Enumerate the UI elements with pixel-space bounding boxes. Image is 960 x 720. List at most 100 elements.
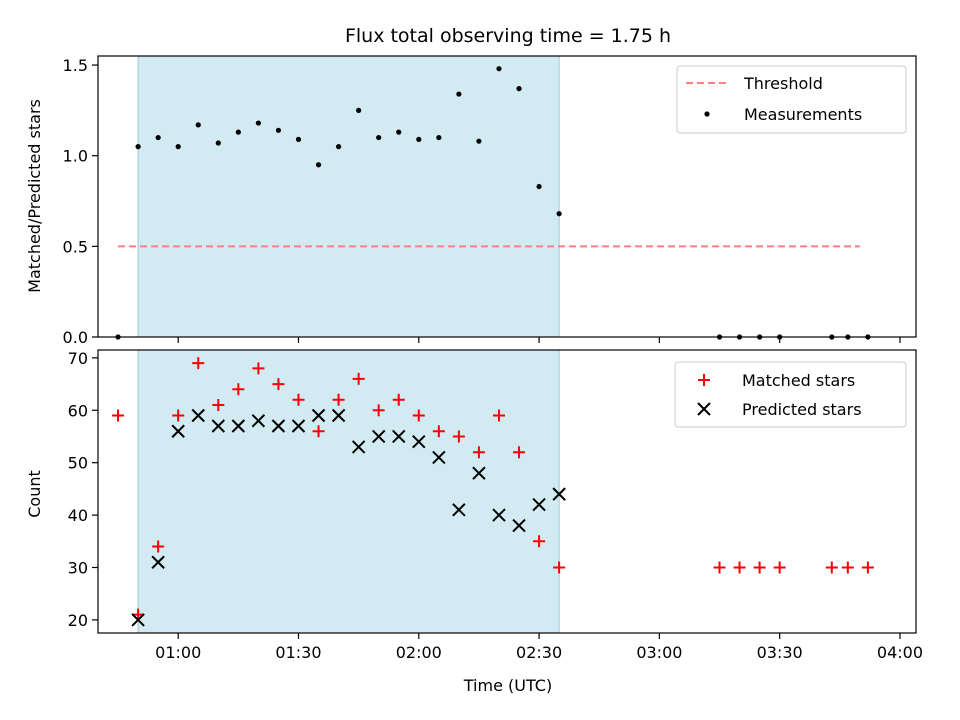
bottom-xtick-label-6: 04:00 (877, 643, 923, 662)
bottom-series1-point-4 (211, 419, 226, 433)
bottom-series0-point-25 (753, 561, 766, 574)
bottom-series1-point-19 (512, 518, 526, 533)
bottom-xtick-label-3: 02:30 (516, 643, 562, 662)
bottom-series0-point-9 (292, 393, 305, 406)
bottom-ytick-label-4: 60 (68, 401, 88, 420)
bottom-ytick-label-3: 50 (68, 454, 88, 473)
legend-threshold-label: Threshold (743, 74, 823, 93)
top-series0-point-17 (456, 91, 462, 97)
bottom-axes-frame (97, 349, 917, 634)
top-series0-point-15 (416, 136, 422, 142)
bottom-series0-point-17 (452, 430, 465, 443)
bottom-series0-point-2 (152, 540, 165, 553)
bottom-observing-window (137, 349, 560, 634)
top-series0-point-6 (235, 129, 241, 135)
legend-matched-label: Matched stars (742, 371, 855, 390)
bottom-series0-point-19 (492, 409, 505, 422)
top-legend: Threshold Measurements (676, 65, 907, 134)
top-series0-point-20 (516, 86, 522, 92)
top-series0-point-9 (295, 136, 302, 142)
top-series0-point-8 (275, 127, 282, 133)
bottom-series1-point-16 (452, 503, 466, 517)
top-series0-point-3 (175, 144, 181, 150)
bottom-ytick-label-1: 30 (68, 558, 88, 577)
bottom-series0-point-18 (472, 446, 485, 459)
bottom-panel: 20 30 40 50 60 70 01:00 01:30 02:00 02:30 03:00 03:… (68, 349, 923, 662)
top-observing-window (137, 55, 560, 338)
top-ytick-label-2: 1.0 (63, 147, 88, 166)
top-ytick-label-0: 0.0 (63, 328, 88, 347)
bottom-series0-point-29 (861, 561, 874, 574)
top-ytick-label-1: 0.5 (63, 237, 88, 256)
top-series0-point-10 (315, 162, 322, 168)
bottom-series1-point-14 (412, 435, 426, 449)
bottom-series0-point-22 (553, 561, 566, 574)
bottom-series1-point-13 (392, 429, 406, 444)
bottom-ytick-label-2: 40 (68, 506, 88, 525)
bottom-ytick-label-0: 20 (68, 611, 88, 630)
legend-measurements-swatch (704, 111, 710, 117)
top-series0-point-12 (356, 107, 362, 113)
top-series0-point-2 (155, 134, 161, 141)
top-y-axis-label: Matched/Predicted stars (25, 99, 44, 293)
bottom-series1-point-5 (231, 419, 246, 433)
bottom-series1-point-3 (191, 408, 205, 423)
bottom-series1-point-1 (151, 555, 165, 569)
bottom-series0-point-6 (232, 383, 245, 396)
legend-measurements-label: Measurements (744, 105, 862, 124)
top-series0-point-11 (335, 144, 342, 150)
bottom-ytick-label-5: 70 (68, 349, 88, 368)
bottom-series1-point-9 (311, 408, 326, 423)
top-series0-point-22 (556, 211, 562, 217)
bottom-xtick-label-4: 03:00 (636, 643, 682, 662)
bottom-series1-point-15 (432, 450, 446, 465)
bottom-series0-point-15 (412, 409, 425, 422)
bottom-series0-point-8 (272, 378, 285, 391)
bottom-series1-point-7 (271, 419, 286, 433)
bottom-series1-point-20 (532, 497, 546, 512)
bottom-series0-point-16 (432, 425, 445, 438)
bottom-series1-point-12 (371, 429, 386, 444)
bottom-series0-point-23 (713, 561, 726, 574)
top-axes-frame (97, 55, 917, 338)
top-series0-point-18 (476, 138, 482, 144)
bottom-series0-point-20 (513, 446, 526, 459)
bottom-series0-point-24 (733, 561, 746, 574)
bottom-series0-point-28 (841, 561, 854, 574)
bottom-xtick-label-0: 01:00 (155, 643, 201, 662)
bottom-series1-point-8 (291, 419, 306, 433)
bottom-series0-point-11 (332, 393, 345, 406)
bottom-series1-point-6 (251, 414, 266, 428)
top-series0-point-4 (195, 122, 201, 128)
top-series0-point-1 (135, 144, 141, 150)
bottom-series0-point-0 (112, 409, 125, 422)
top-legend-frame (676, 65, 907, 134)
bottom-legend: Matched stars Predicted stars (674, 361, 907, 428)
bottom-series1-point-0 (131, 613, 145, 627)
bottom-xtick-label-1: 01:30 (275, 643, 321, 662)
bottom-series0-point-10 (312, 425, 325, 438)
bottom-xtick-label-2: 02:00 (396, 643, 442, 662)
bottom-series1-point-17 (472, 466, 486, 480)
top-series0-point-14 (396, 129, 402, 135)
bottom-series0-point-13 (372, 404, 385, 417)
top-series0-point-19 (496, 66, 502, 72)
top-series0-point-13 (376, 134, 382, 141)
top-panel: 0.0 0.5 1.0 1.5 (63, 55, 917, 347)
bottom-series1-point-18 (492, 508, 506, 522)
bottom-y-axis-label: Count (25, 470, 44, 518)
bottom-series1-point-11 (351, 440, 366, 454)
top-series0-point-5 (215, 140, 221, 146)
top-series0-point-7 (255, 120, 261, 126)
bottom-series0-point-4 (192, 357, 205, 370)
bottom-series0-point-21 (533, 535, 546, 548)
bottom-series0-point-5 (212, 399, 225, 412)
chart-title: Flux total observing time = 1.75 h (345, 25, 671, 47)
bottom-series1-point-10 (331, 408, 346, 423)
bottom-series0-point-14 (392, 393, 405, 406)
legend-matched-swatch (698, 374, 710, 386)
bottom-series0-point-12 (352, 372, 365, 385)
bottom-series0-point-3 (172, 409, 185, 422)
